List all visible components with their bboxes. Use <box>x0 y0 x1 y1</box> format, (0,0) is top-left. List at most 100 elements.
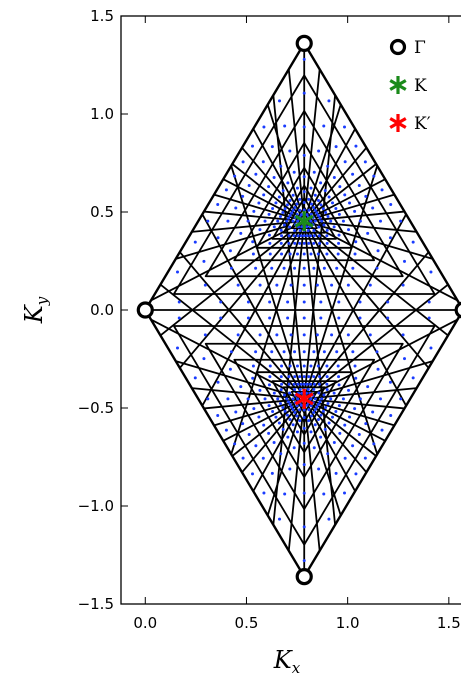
mesh-point <box>319 435 323 439</box>
mesh-point <box>302 153 306 157</box>
mesh-point <box>281 189 285 193</box>
mesh-point <box>262 491 266 495</box>
cell-ring <box>173 325 436 546</box>
mesh-point <box>310 414 314 418</box>
mesh-point <box>282 223 286 227</box>
mesh-point <box>338 185 342 189</box>
mesh-point <box>254 350 258 354</box>
mesh-point <box>296 234 300 238</box>
y-tick-label: −1.5 <box>78 595 114 613</box>
mesh-point <box>291 193 295 197</box>
mesh-point <box>357 184 361 187</box>
mesh-point <box>279 164 283 168</box>
mesh-point <box>371 206 375 210</box>
mesh-point <box>312 241 316 245</box>
mesh-point <box>234 206 238 210</box>
mesh-point <box>251 364 255 368</box>
mesh-point <box>403 259 406 263</box>
x-axis-label-main: K <box>273 646 294 674</box>
mesh-point <box>316 199 320 203</box>
cell-spoke <box>266 104 301 207</box>
mesh-point <box>268 300 272 304</box>
mesh-point <box>316 213 320 217</box>
mesh-point <box>306 388 310 392</box>
mesh-point <box>307 408 311 412</box>
mesh-point <box>313 193 317 197</box>
mesh-point <box>229 266 233 270</box>
cell-spoke <box>304 95 336 388</box>
mesh-point <box>216 380 220 384</box>
mesh-point <box>257 415 261 419</box>
mesh-point <box>286 181 290 185</box>
mesh-point <box>272 441 276 445</box>
mesh-point <box>241 422 245 426</box>
mesh-point <box>271 206 275 210</box>
mesh-point <box>293 375 297 379</box>
mesh-point <box>295 430 299 434</box>
mesh-point <box>234 410 238 414</box>
mesh-point <box>315 405 319 409</box>
mesh-point <box>358 219 362 223</box>
mesh-point <box>354 144 358 148</box>
mesh-point <box>325 382 329 386</box>
mesh-point <box>258 283 262 287</box>
mesh-point <box>299 213 303 217</box>
mesh-point <box>302 525 306 529</box>
mesh-point <box>375 350 379 354</box>
mesh-point <box>216 236 220 240</box>
mesh-point <box>281 427 285 431</box>
mesh-point <box>254 444 258 448</box>
mesh-point <box>302 208 306 212</box>
mesh-point <box>219 316 223 320</box>
mesh-point <box>229 350 233 354</box>
mesh-point <box>302 234 306 238</box>
mesh-point <box>206 219 210 223</box>
mesh-point <box>305 225 309 229</box>
mesh-point <box>258 228 262 232</box>
legend-k-marker <box>389 76 407 94</box>
mesh-point <box>427 316 431 320</box>
mesh-point <box>327 517 331 521</box>
mesh-point <box>316 417 320 421</box>
mesh-point <box>354 240 358 244</box>
mesh-point <box>325 388 329 392</box>
mesh-point <box>291 408 295 412</box>
mesh-point <box>275 333 279 337</box>
cell-spoke <box>201 232 299 407</box>
mesh-point <box>283 492 287 496</box>
mesh-point <box>226 219 230 223</box>
mesh-point <box>279 228 283 232</box>
mesh-point <box>327 195 331 199</box>
legend-label: K′ <box>414 114 431 134</box>
mesh-point <box>320 219 324 223</box>
mesh-point <box>288 213 292 217</box>
mesh-point <box>317 382 321 386</box>
mesh-points <box>175 57 433 563</box>
mesh-point <box>268 316 272 320</box>
mesh-point <box>317 467 321 471</box>
mesh-point <box>292 234 296 238</box>
mesh-point <box>334 206 338 210</box>
mesh-point <box>285 219 289 223</box>
mesh-point <box>261 160 265 164</box>
mesh-point <box>285 203 289 207</box>
mesh-point <box>319 181 323 185</box>
mesh-point <box>282 266 286 270</box>
cell-spoke <box>272 95 305 395</box>
mesh-point <box>332 175 336 179</box>
y-tick-label: −1.0 <box>78 497 114 515</box>
mesh-point <box>302 491 306 495</box>
mesh-point <box>322 350 326 354</box>
mesh-point <box>270 471 274 475</box>
mesh-point <box>293 350 297 354</box>
mesh-point <box>295 252 299 256</box>
mesh-point <box>317 234 321 238</box>
cell-spoke <box>191 387 290 399</box>
cell-spoke <box>314 403 386 442</box>
mesh-point <box>346 283 350 287</box>
mesh-point <box>334 471 338 475</box>
mesh-point <box>302 559 306 563</box>
mesh-point <box>337 316 341 320</box>
mesh-point <box>251 240 255 244</box>
mesh-point <box>307 197 311 201</box>
